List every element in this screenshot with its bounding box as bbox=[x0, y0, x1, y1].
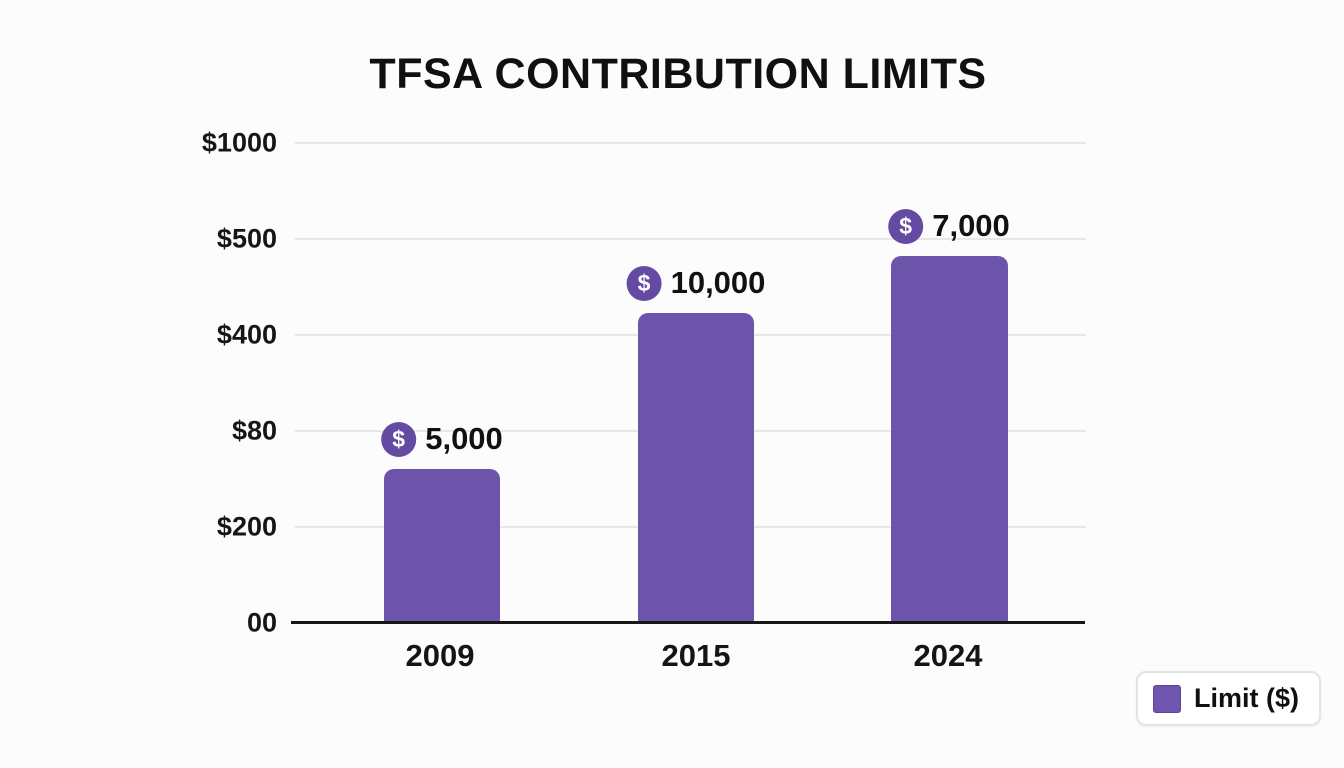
y-axis-tick: 00 bbox=[246, 607, 277, 638]
chart-title: TFSA CONTRIBUTION LIMITS bbox=[369, 50, 987, 98]
y-axis-tick: $500 bbox=[216, 223, 277, 254]
value-text: 10,000 bbox=[670, 265, 766, 300]
bar-2009 bbox=[384, 469, 500, 623]
value-label-2024: $ 7,000 bbox=[888, 208, 1010, 244]
x-axis-tick-2015: 2015 bbox=[661, 638, 731, 673]
x-axis-tick-2024: 2024 bbox=[913, 638, 983, 673]
value-text: 7,000 bbox=[932, 208, 1010, 243]
legend: Limit ($) bbox=[1136, 671, 1321, 726]
dollar-badge-icon: $ bbox=[888, 208, 924, 244]
x-axis-line bbox=[291, 621, 1085, 624]
bar-2024 bbox=[891, 256, 1008, 623]
dollar-badge-icon: $ bbox=[381, 421, 417, 457]
y-axis-tick: $200 bbox=[216, 511, 277, 542]
plot-area: $1000 $500 $400 $80 $200 00 $ 5,000 $ 10… bbox=[0, 128, 1344, 673]
legend-swatch bbox=[1153, 684, 1181, 713]
y-axis-tick: $1000 bbox=[201, 127, 277, 158]
y-axis-tick: $80 bbox=[231, 415, 277, 446]
y-axis-tick: $400 bbox=[216, 319, 277, 350]
value-text: 5,000 bbox=[425, 421, 503, 456]
value-label-2015: $ 10,000 bbox=[626, 265, 766, 301]
bar-2015 bbox=[638, 313, 754, 623]
legend-label: Limit ($) bbox=[1194, 683, 1299, 713]
x-axis-tick-2009: 2009 bbox=[405, 638, 475, 673]
gridline bbox=[295, 142, 1086, 144]
value-label-2009: $ 5,000 bbox=[381, 421, 503, 457]
gridline bbox=[295, 238, 1086, 240]
dollar-badge-icon: $ bbox=[626, 265, 662, 301]
